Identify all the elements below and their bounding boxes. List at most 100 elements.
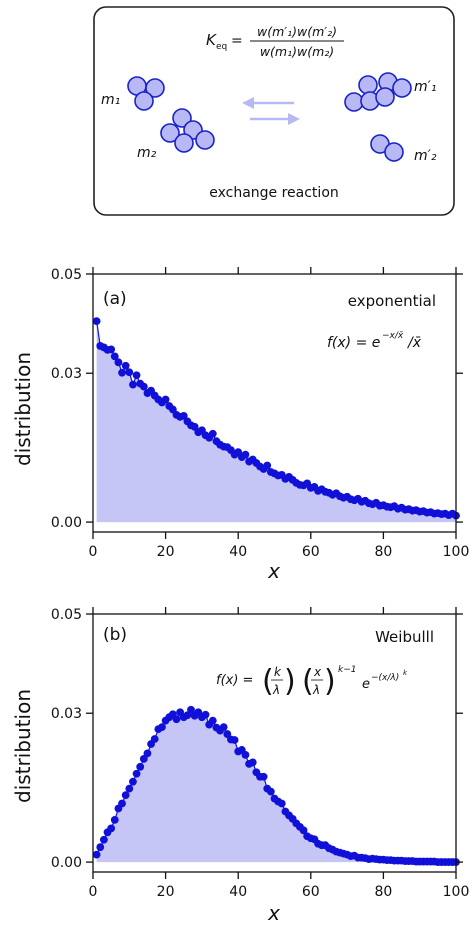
- data-point: [132, 371, 141, 380]
- data-point: [219, 723, 228, 732]
- label-m2-prime: m′₂: [414, 148, 437, 164]
- data-point: [263, 461, 272, 470]
- data-point: [201, 710, 210, 719]
- y-axis-title: distribution: [11, 352, 35, 466]
- data-point: [150, 735, 159, 743]
- x-tick-label: 100: [443, 884, 470, 900]
- data-point: [121, 361, 130, 370]
- y-tick-label: 0.00: [51, 515, 82, 531]
- data-point: [125, 368, 134, 377]
- data-point: [107, 824, 116, 833]
- data-point: [132, 769, 141, 778]
- data-point: [259, 772, 268, 781]
- svg-text:λ: λ: [272, 683, 280, 697]
- y-tick-label: 0.05: [51, 607, 82, 623]
- data-point: [136, 762, 145, 771]
- data-point: [92, 850, 101, 859]
- x-axis-title: x: [267, 559, 280, 583]
- series-name: exponential: [348, 292, 436, 310]
- diagram-caption: exchange reaction: [209, 185, 339, 201]
- x-tick-label: 40: [229, 544, 247, 560]
- label-m1-prime: m′₁: [414, 79, 436, 95]
- data-point: [158, 723, 166, 732]
- series-area: [96, 709, 456, 863]
- x-tick-label: 20: [157, 884, 175, 900]
- keq-subscript: eq: [216, 42, 227, 52]
- data-point: [208, 429, 217, 438]
- x-tick-label: 80: [374, 544, 392, 560]
- data-point: [118, 368, 126, 377]
- x-tick-label: 0: [89, 884, 98, 900]
- data-point: [118, 799, 126, 808]
- svg-text:λ: λ: [312, 683, 320, 697]
- cluster-m2-prime: [370, 134, 404, 162]
- data-point: [161, 395, 170, 404]
- x-tick-label: 40: [229, 884, 247, 900]
- cluster-m1-prime: [344, 72, 412, 112]
- exchange-reaction-diagram: K eq = w(m′₁)w(m′₂) w(m₁)w(m₂) m₁ m₂ m′₁…: [93, 6, 455, 216]
- cluster-m1: [127, 76, 165, 111]
- data-point: [129, 380, 137, 389]
- y-tick-label: 0.00: [51, 855, 82, 871]
- data-point: [248, 758, 257, 767]
- data-point: [143, 749, 152, 758]
- data-point: [208, 716, 217, 725]
- data-point: [96, 843, 105, 852]
- equilibrium-arrows: [242, 97, 300, 125]
- x-tick-label: 0: [89, 544, 98, 560]
- svg-text:): ): [284, 664, 296, 699]
- data-point: [241, 751, 250, 759]
- keq-denominator: w(m₁)w(m₂): [260, 44, 334, 59]
- data-point: [172, 715, 181, 724]
- svg-text:e: e: [362, 677, 370, 692]
- data-point: [129, 777, 137, 786]
- y-tick-label: 0.03: [51, 706, 82, 722]
- data-point: [125, 784, 134, 793]
- x-tick-label: 80: [374, 884, 392, 900]
- data-point: [107, 345, 116, 354]
- plot-frame: [92, 613, 457, 873]
- svg-text:): ): [324, 664, 336, 699]
- plot-frame: [92, 273, 457, 533]
- data-point: [99, 835, 108, 844]
- svg-text:f(x) =: f(x) =: [216, 673, 253, 688]
- x-tick-label: 100: [443, 544, 470, 560]
- keq-equals: =: [231, 33, 243, 49]
- label-m2: m₂: [137, 145, 157, 161]
- svg-text:k: k: [403, 669, 408, 677]
- formula: f(x) = e −x/x̄ /x̄: [327, 331, 422, 351]
- keq-symbol: K: [206, 31, 217, 49]
- x-tick-label: 60: [302, 544, 320, 560]
- svg-text:x: x: [313, 665, 322, 679]
- y-axis-title: distribution: [11, 689, 35, 803]
- data-point: [230, 736, 239, 744]
- x-tick-label: 20: [157, 544, 175, 560]
- data-point: [241, 450, 250, 459]
- data-points: [92, 705, 460, 866]
- panel-label: (b): [103, 625, 127, 645]
- data-point: [139, 382, 148, 391]
- series-area: [96, 321, 456, 523]
- data-point: [277, 799, 286, 808]
- panel-b-chart: distribution (b) Weibulll f(x) = ( k λ )…: [11, 607, 470, 925]
- svg-text:k−1: k−1: [338, 665, 356, 675]
- data-point: [187, 705, 195, 714]
- data-point: [114, 358, 123, 367]
- svg-text:(: (: [262, 664, 274, 699]
- svg-text:−(x/λ): −(x/λ): [371, 673, 399, 683]
- y-tick-label: 0.05: [51, 267, 82, 283]
- data-point: [110, 816, 119, 824]
- svg-text:/x̄: /x̄: [406, 335, 422, 351]
- x-axis-title: x: [267, 901, 280, 925]
- keq-numerator: w(m′₁)w(m′₂): [257, 24, 337, 39]
- svg-text:k: k: [274, 665, 282, 679]
- y-tick-label: 0.03: [51, 366, 82, 382]
- svg-text:f(x) = e: f(x) = e: [327, 335, 380, 351]
- keq-equation: K eq = w(m′₁)w(m′₂) w(m₁)w(m₂): [206, 24, 344, 59]
- data-point: [110, 352, 119, 361]
- data-point: [266, 787, 275, 796]
- data-points: [92, 317, 460, 520]
- panel-label: (a): [103, 289, 127, 309]
- diagram-frame: [93, 6, 455, 216]
- x-tick-label: 60: [302, 884, 320, 900]
